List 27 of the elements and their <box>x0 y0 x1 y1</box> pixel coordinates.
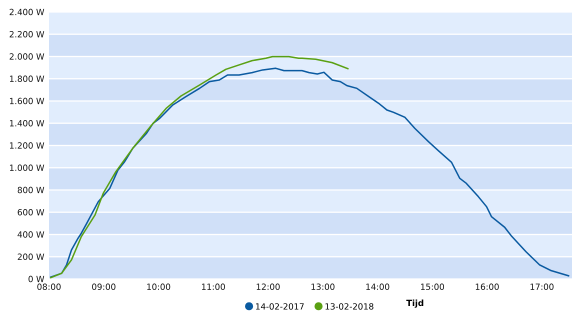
y-tick-label: 400 W <box>18 231 44 238</box>
legend-label: 13-02-2018 <box>326 303 374 310</box>
x-tick-label: 13:00 <box>312 284 335 290</box>
x-tick-label: 10:00 <box>147 284 170 290</box>
y-tick-label: 1.400 W <box>10 120 44 126</box>
x-tick-label: 15:00 <box>421 284 444 290</box>
y-tick-label: 1.800 W <box>10 76 44 82</box>
y-tick-label: 800 W <box>18 186 44 194</box>
y-tick-label: 0 W <box>28 276 44 282</box>
x-tick-label: 08:00 <box>37 284 61 290</box>
x-tick-label: 16:00 <box>476 284 499 290</box>
x-tick-label: 11:00 <box>202 284 225 290</box>
x-tick-label: 09:00 <box>92 284 116 290</box>
x-axis-title: Tijd <box>406 300 424 308</box>
y-tick-label: 2.200 W <box>10 31 44 38</box>
x-tick-label: 17:00 <box>530 284 554 290</box>
y-tick-label: 1.600 W <box>10 98 44 104</box>
y-tick-label: 1.000 W <box>10 164 44 171</box>
x-tick-label: 12:00 <box>256 284 280 290</box>
x-tick-label: 14:00 <box>366 284 390 290</box>
legend-label: 14-02-2017 <box>256 303 304 310</box>
y-tick-label: 200 W <box>18 254 44 260</box>
line-series <box>49 56 350 279</box>
y-tick-label: 2.400 W <box>10 8 44 16</box>
y-tick-label: 2.000 W <box>10 53 44 60</box>
y-tick-label: 1.200 W <box>10 142 44 149</box>
y-tick-label: 600 W <box>18 209 44 216</box>
